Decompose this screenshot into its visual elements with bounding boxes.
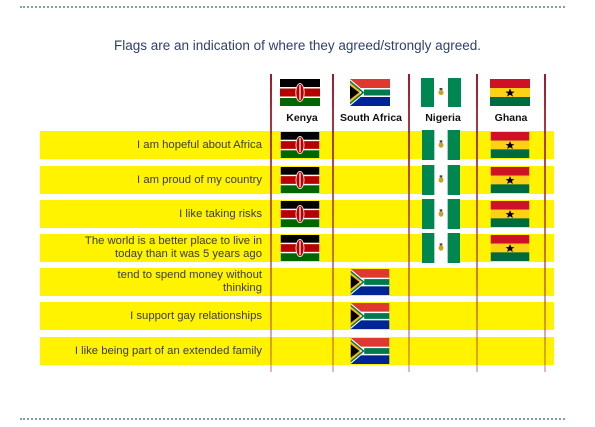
south-africa-flag-icon — [350, 338, 390, 364]
kenya-flag-icon — [280, 201, 320, 227]
column-divider — [332, 74, 334, 372]
nigeria-flag-icon — [422, 130, 460, 160]
column-divider — [408, 74, 410, 372]
nigeria-flag-icon — [422, 233, 460, 263]
nigeria-flag-icon — [421, 78, 461, 107]
column-divider — [476, 74, 478, 372]
column-header-nigeria: Nigeria — [425, 112, 461, 124]
nigeria-flag-icon — [422, 199, 460, 229]
row-label: I support gay relationships — [130, 309, 262, 322]
column-header-south-africa: South Africa — [339, 112, 403, 124]
column-divider — [544, 74, 546, 372]
row-label: The world is a better place to live in to… — [84, 235, 262, 260]
kenya-flag-icon — [280, 235, 320, 261]
column-divider — [270, 74, 272, 372]
nigeria-flag-icon — [422, 165, 460, 195]
row-band — [40, 337, 554, 365]
ghana-flag-icon — [490, 201, 530, 227]
ghana-flag-icon — [490, 132, 530, 158]
ghana-flag-icon — [490, 167, 530, 193]
ghana-flag-icon — [490, 79, 530, 106]
south-africa-flag-icon — [350, 79, 390, 106]
column-header-kenya: Kenya — [286, 112, 318, 124]
page-title: Flags are an indication of where they ag… — [114, 38, 481, 53]
row-label: I am proud of my country — [137, 173, 262, 186]
kenya-flag-icon — [280, 79, 320, 106]
row-label: I like taking risks — [179, 207, 262, 220]
row-label: tend to spend money without thinking — [117, 269, 262, 294]
top-dotted-rule — [20, 6, 565, 8]
ghana-flag-icon — [490, 235, 530, 261]
kenya-flag-icon — [280, 132, 320, 158]
south-africa-flag-icon — [350, 303, 390, 329]
row-band — [40, 268, 554, 296]
row-label: I am hopeful about Africa — [137, 138, 262, 151]
column-header-ghana: Ghana — [494, 112, 528, 124]
kenya-flag-icon — [280, 167, 320, 193]
bottom-dotted-rule — [20, 418, 565, 420]
row-label: I like being part of an extended family — [74, 344, 262, 357]
south-africa-flag-icon — [350, 269, 390, 295]
row-band — [40, 302, 554, 330]
